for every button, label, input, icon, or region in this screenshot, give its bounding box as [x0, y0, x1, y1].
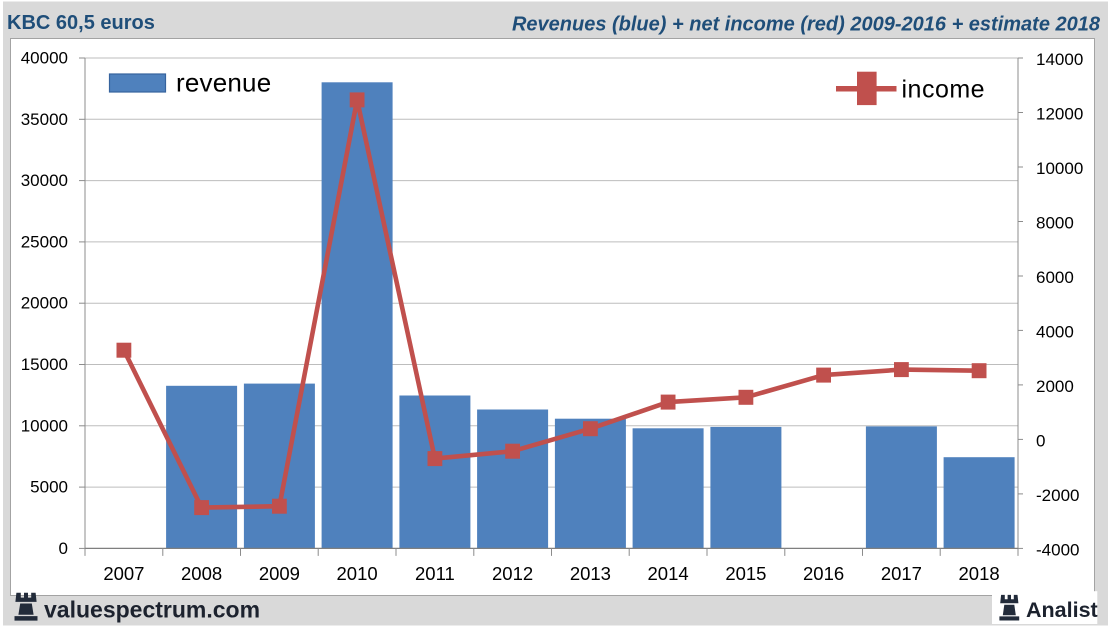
- svg-text:2007: 2007: [103, 563, 144, 584]
- svg-text:35000: 35000: [21, 110, 68, 129]
- svg-text:2010: 2010: [337, 563, 378, 584]
- svg-text:25000: 25000: [21, 232, 68, 251]
- svg-text:10000: 10000: [1036, 159, 1083, 178]
- svg-text:income: income: [902, 76, 986, 104]
- svg-text:Revenues (blue) + net income (: Revenues (blue) + net income (red) 2009-…: [512, 14, 1101, 36]
- svg-text:2009: 2009: [259, 563, 300, 584]
- svg-text:-2000: -2000: [1036, 486, 1079, 505]
- svg-text:2012: 2012: [492, 563, 533, 584]
- svg-text:-4000: -4000: [1036, 540, 1079, 559]
- svg-text:5000: 5000: [30, 478, 68, 497]
- svg-text:2008: 2008: [181, 563, 222, 584]
- svg-text:KBC 60,5 euros: KBC 60,5 euros: [7, 12, 155, 34]
- svg-text:30000: 30000: [21, 171, 68, 190]
- svg-text:10000: 10000: [21, 416, 68, 435]
- svg-text:8000: 8000: [1036, 214, 1074, 233]
- svg-text:12000: 12000: [1036, 105, 1083, 124]
- svg-text:2015: 2015: [725, 563, 766, 584]
- svg-text:40000: 40000: [21, 49, 68, 68]
- svg-text:14000: 14000: [1036, 50, 1083, 69]
- svg-text:4000: 4000: [1036, 322, 1074, 341]
- svg-text:6000: 6000: [1036, 268, 1074, 287]
- svg-text:15000: 15000: [21, 355, 68, 374]
- svg-text:0: 0: [1036, 431, 1045, 450]
- svg-text:revenue: revenue: [176, 68, 271, 98]
- svg-text:2014: 2014: [648, 563, 689, 584]
- svg-text:20000: 20000: [21, 294, 68, 313]
- svg-text:valuespectrum.com: valuespectrum.com: [44, 597, 260, 623]
- svg-text:2016: 2016: [803, 563, 844, 584]
- svg-text:Analist: Analist: [1026, 598, 1098, 622]
- svg-text:2013: 2013: [570, 563, 611, 584]
- svg-text:2011: 2011: [415, 563, 455, 584]
- svg-text:2000: 2000: [1036, 377, 1074, 396]
- svg-text:2017: 2017: [881, 563, 922, 584]
- svg-text:0: 0: [59, 539, 68, 558]
- svg-text:2018: 2018: [959, 563, 1000, 584]
